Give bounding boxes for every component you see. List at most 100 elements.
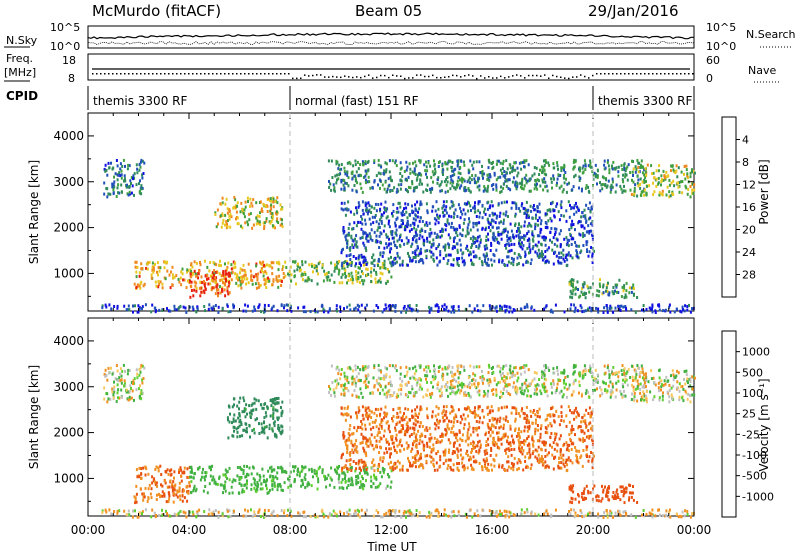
vel-cell [143, 492, 145, 496]
power-cell [361, 208, 364, 212]
vel-cell [337, 477, 340, 481]
nave-dot [164, 73, 166, 75]
vel-cell [260, 403, 263, 407]
power-cell [447, 253, 450, 257]
power-cell [212, 261, 215, 264]
vel-cell [502, 364, 505, 368]
power-cell [478, 160, 481, 164]
power-cell [224, 262, 226, 266]
power-cell [479, 171, 482, 175]
nave-dot [96, 73, 98, 75]
power-cell [401, 213, 404, 217]
power-cell [543, 307, 546, 311]
power-cell [359, 182, 362, 186]
nsky-tick-top: 10^5 [50, 21, 80, 34]
power-cell [515, 185, 518, 189]
vel-cell [252, 477, 255, 481]
power-cell [426, 175, 428, 179]
power-cell [478, 256, 481, 260]
vel-cell [450, 383, 453, 387]
power-cell [544, 221, 547, 224]
power-cell [389, 230, 392, 234]
vel-cell [543, 385, 546, 389]
vel-cell [357, 379, 360, 383]
power-cell [397, 210, 400, 214]
power-cell [116, 164, 119, 168]
power-cell [350, 261, 353, 264]
vel-cell [401, 379, 404, 383]
power-cell [573, 212, 576, 216]
power-cell [546, 189, 549, 193]
power-cell [391, 179, 393, 183]
power-cell [419, 247, 422, 251]
power-cell [563, 166, 566, 170]
power-cell [538, 202, 541, 206]
vel-cell [437, 366, 440, 369]
power-cell [381, 272, 384, 276]
vel-cell [408, 367, 411, 371]
power-cell [407, 202, 410, 206]
power-cell [410, 228, 413, 231]
vel-cell [636, 364, 639, 367]
vel-cell [300, 469, 303, 473]
power-cell [235, 210, 238, 214]
vel-cell [340, 480, 343, 484]
vel-cell [372, 376, 375, 380]
vel-cell [399, 392, 402, 396]
vel-cell [142, 495, 145, 499]
vel-cell [259, 487, 262, 491]
power-cell [266, 210, 269, 213]
vel-cell [477, 384, 480, 388]
power-cell [523, 237, 526, 241]
power-cell [474, 210, 477, 214]
vel-cell [367, 380, 370, 384]
power-cell [453, 310, 456, 314]
power-cell [623, 166, 626, 170]
power-cell [379, 172, 382, 176]
power-cell [262, 274, 265, 278]
vel-cell [457, 364, 460, 368]
power-cell [481, 170, 484, 173]
power-cell [495, 183, 498, 187]
vel-cell [257, 483, 260, 487]
vel-cell [384, 385, 387, 389]
power-cell [649, 307, 652, 311]
vel-cell [228, 466, 231, 470]
power-cell [430, 245, 433, 249]
vel-cell [163, 479, 166, 483]
vel-cell [537, 384, 540, 388]
vel-cell [609, 380, 612, 384]
power-cell [553, 242, 556, 246]
vel-cell [136, 372, 139, 376]
power-cell [546, 208, 549, 212]
power-cell [340, 167, 343, 171]
power-cell [220, 274, 223, 278]
power-cell [436, 263, 439, 267]
power-cell [635, 167, 638, 171]
vel-cell [581, 392, 583, 396]
power-cell [514, 222, 517, 226]
power-cell [263, 203, 266, 207]
nave-dot [552, 74, 554, 77]
power-cell [528, 189, 531, 193]
vel-cell [276, 409, 279, 413]
power-cell [432, 252, 435, 256]
power-cell [379, 207, 382, 211]
power-cell [241, 278, 243, 282]
power-cell [486, 246, 489, 250]
power-cell [388, 237, 390, 241]
power-cell [475, 245, 478, 248]
power-ytick-label: 3000 [53, 175, 84, 189]
vel-cell [290, 484, 293, 488]
vel-cell [107, 397, 110, 401]
power-cell [128, 164, 131, 168]
vel-cell [346, 378, 349, 382]
vel-cell [302, 466, 305, 470]
power-cell [526, 238, 529, 242]
nave-dot [92, 73, 94, 75]
vel-cell [301, 465, 304, 469]
power-cell [222, 281, 224, 285]
vel-cell [481, 369, 483, 373]
power-cell [472, 241, 475, 245]
power-cell [405, 308, 408, 311]
